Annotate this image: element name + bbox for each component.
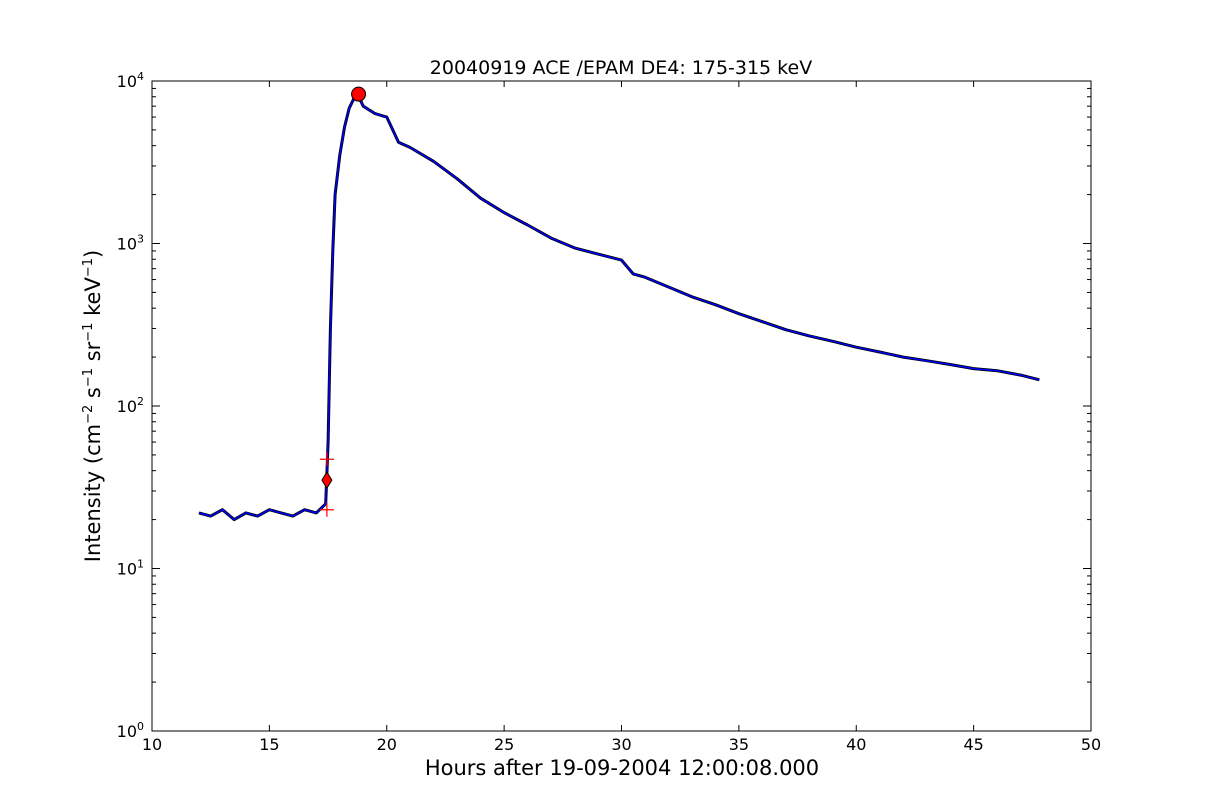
- series-line-2: [198, 95, 1040, 521]
- y-tick-label: 102: [117, 395, 144, 416]
- x-tick-label: 15: [259, 735, 279, 754]
- x-tick-label: 40: [846, 735, 866, 754]
- y-tick-label: 103: [117, 233, 144, 254]
- x-axis-label: Hours after 19-09-2004 12:00:08.000: [425, 756, 819, 780]
- x-tick-label: 25: [494, 735, 514, 754]
- plus-marker: [319, 502, 334, 517]
- x-tick-label: 10: [142, 735, 162, 754]
- plus-marker: [319, 452, 334, 467]
- x-tick-label: 20: [377, 735, 397, 754]
- x-tick-label: 50: [1081, 735, 1101, 754]
- peak-circle-marker: [351, 86, 367, 102]
- series-layer: [198, 95, 1040, 522]
- y-tick-label: 100: [117, 720, 144, 741]
- y-tick-label: 104: [117, 70, 144, 91]
- y-axis-ticks: 100 101 102 103 104: [117, 70, 1091, 741]
- x-axis-ticks: 10 15 20 25 30 35 40 45 50: [142, 81, 1101, 754]
- y-tick-label: 101: [117, 558, 144, 579]
- x-tick-label: 35: [729, 735, 749, 754]
- marker-layer: [319, 86, 367, 517]
- chart-title: 20040919 ACE /EPAM DE4: 175-315 keV: [430, 57, 812, 79]
- x-tick-label: 45: [963, 735, 983, 754]
- x-tick-label: 30: [611, 735, 631, 754]
- onset-diamond-marker: [321, 471, 333, 490]
- y-axis-label: Intensity (cm−2 s−1 sr−1 keV−1): [81, 250, 105, 562]
